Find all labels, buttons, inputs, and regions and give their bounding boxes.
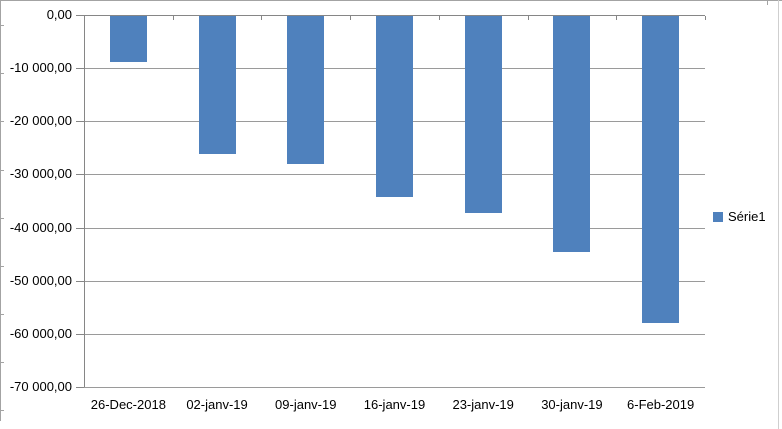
value-axis-line bbox=[84, 15, 85, 387]
bar-26-Dec-2018[interactable] bbox=[110, 16, 147, 62]
bar-30-janv-19[interactable] bbox=[553, 16, 590, 252]
sheet-row-tick bbox=[0, 73, 4, 74]
y-tick-label: -70 000,00 bbox=[9, 379, 72, 394]
x-tick-label: 30-janv-19 bbox=[541, 397, 603, 412]
category-axis-tick bbox=[439, 16, 440, 20]
chart-border-right bbox=[778, 0, 779, 429]
y-tick-label: -20 000,00 bbox=[9, 113, 72, 129]
x-tick-label: 16-janv-19 bbox=[363, 397, 426, 412]
bar-02-janv-19[interactable] bbox=[199, 16, 236, 154]
value-axis-tick bbox=[76, 68, 84, 70]
category-axis-tick bbox=[173, 16, 174, 20]
x-tick-label: 6-Feb-2019 bbox=[627, 397, 695, 412]
value-axis-tick bbox=[76, 280, 84, 282]
y-tick-label: -50 000,00 bbox=[9, 272, 72, 288]
sheet-row-tick bbox=[0, 25, 4, 26]
sheet-row-tick bbox=[0, 362, 4, 363]
legend[interactable]: Série1 bbox=[713, 209, 766, 224]
category-axis-tick bbox=[616, 16, 617, 20]
category-axis-tick bbox=[705, 16, 706, 20]
y-tick-label: 0,00 bbox=[46, 7, 72, 22]
value-axis-tick bbox=[76, 174, 84, 176]
value-axis-tick bbox=[76, 121, 84, 123]
plot-area bbox=[84, 15, 706, 388]
value-axis-tick bbox=[76, 15, 84, 16]
x-tick-label: 23-janv-19 bbox=[452, 397, 514, 412]
y-tick-label: -40 000,00 bbox=[9, 219, 72, 235]
legend-label: Série1 bbox=[728, 209, 766, 224]
y-tick-label: -60 000,00 bbox=[9, 325, 72, 341]
x-tick-label: 02-janv-19 bbox=[186, 397, 248, 412]
bar-09-janv-19[interactable] bbox=[287, 16, 324, 164]
sheet-row-tick bbox=[0, 170, 4, 171]
bar-6-Feb-2019[interactable] bbox=[642, 16, 679, 323]
value-axis-tick bbox=[76, 333, 84, 335]
category-axis-tick bbox=[350, 16, 351, 20]
gridline bbox=[84, 387, 705, 388]
x-tick-label: 26-Dec-2018 bbox=[90, 397, 166, 412]
chart-border-left bbox=[0, 0, 1, 421]
sheet-row-tick bbox=[0, 266, 4, 267]
bar-16-janv-19[interactable] bbox=[376, 16, 413, 197]
gridline bbox=[84, 280, 705, 282]
category-axis-tick bbox=[84, 16, 85, 20]
sheet-row-tick bbox=[0, 121, 4, 122]
bar-23-janv-19[interactable] bbox=[465, 16, 502, 213]
gridline bbox=[84, 227, 705, 229]
y-tick-label: -30 000,00 bbox=[9, 166, 72, 182]
category-axis-tick bbox=[528, 16, 529, 20]
sheet-row-tick bbox=[0, 314, 4, 315]
chart-border-top bbox=[0, 0, 782, 1]
category-axis-line bbox=[84, 15, 705, 16]
sheet-column-tick bbox=[767, 1, 768, 5]
gridline bbox=[84, 333, 705, 335]
category-axis-tick bbox=[261, 16, 262, 20]
x-tick-label: 09-janv-19 bbox=[275, 397, 337, 412]
sheet-row-tick bbox=[0, 410, 4, 411]
value-axis-tick bbox=[76, 387, 84, 388]
value-axis-tick bbox=[76, 227, 84, 229]
legend-marker-icon bbox=[713, 211, 723, 222]
y-tick-label: -10 000,00 bbox=[9, 60, 72, 76]
sheet-row-tick bbox=[0, 218, 4, 219]
